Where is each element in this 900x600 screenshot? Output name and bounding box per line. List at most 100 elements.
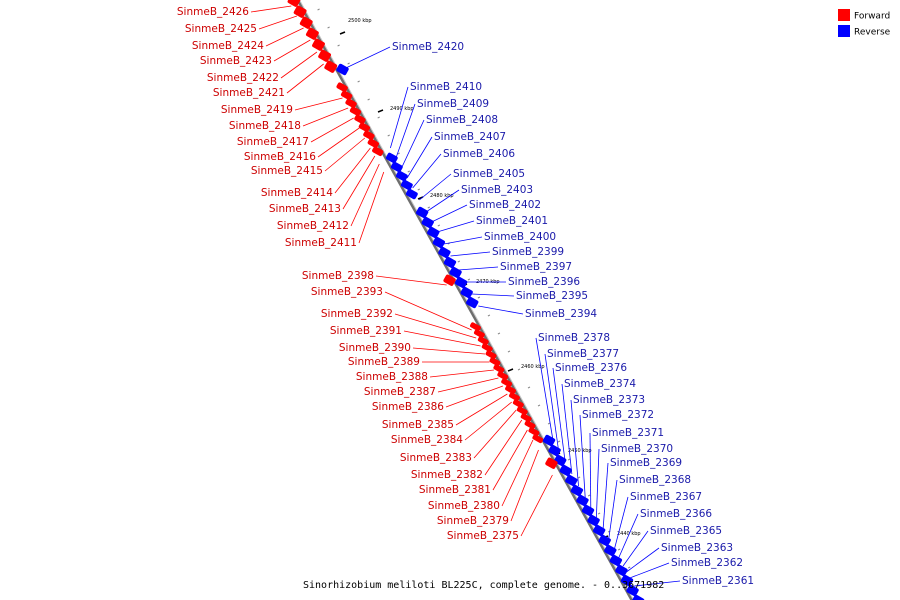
leader-line bbox=[570, 399, 579, 487]
reverse-gene-label: SinmeB_2361 bbox=[682, 575, 754, 587]
leader-line bbox=[520, 474, 553, 537]
reverse-gene-feature bbox=[631, 594, 645, 600]
minor-tick bbox=[527, 386, 531, 389]
leader-line bbox=[437, 220, 475, 233]
reverse-gene-label: SinmeB_2369 bbox=[610, 457, 682, 469]
forward-gene-label: SinmeB_2423 bbox=[200, 55, 272, 67]
minor-tick bbox=[507, 350, 511, 353]
forward-gene-feature bbox=[489, 357, 501, 367]
forward-gene-label: SinmeB_2379 bbox=[437, 515, 509, 527]
leader-line bbox=[345, 46, 391, 69]
forward-gene-feature bbox=[293, 5, 307, 18]
reverse-gene-label: SinmeB_2399 bbox=[492, 246, 564, 258]
minor-tick bbox=[487, 314, 491, 317]
reverse-gene-label: SinmeB_2370 bbox=[601, 443, 673, 455]
reverse-gene-feature bbox=[460, 286, 473, 299]
leader-line bbox=[552, 367, 566, 463]
reverse-gene-label: SinmeB_2394 bbox=[525, 308, 597, 320]
forward-gene-feature bbox=[345, 98, 357, 109]
forward-gene-feature bbox=[318, 49, 332, 62]
leader-line bbox=[334, 147, 371, 194]
reverse-gene-label: SinmeB_2372 bbox=[582, 409, 654, 421]
reverse-gene-feature bbox=[415, 206, 429, 219]
forward-gene-feature bbox=[505, 385, 516, 395]
minor-tick bbox=[317, 8, 320, 11]
forward-gene-label: SinmeB_2421 bbox=[213, 87, 285, 99]
forward-gene-feature bbox=[485, 350, 497, 360]
forward-gene-label: SinmeB_2422 bbox=[207, 72, 279, 84]
leader-line bbox=[419, 173, 452, 201]
reverse-gene-label: SinmeB_2373 bbox=[573, 394, 645, 406]
reverse-gene-feature bbox=[466, 296, 479, 309]
reverse-gene-label: SinmeB_2397 bbox=[500, 261, 572, 273]
minor-tick bbox=[407, 170, 410, 173]
leader-line bbox=[375, 275, 447, 286]
forward-gene-label: SinmeB_2383 bbox=[400, 452, 472, 464]
minor-tick bbox=[467, 278, 471, 281]
reverse-gene-feature bbox=[604, 544, 617, 557]
leader-line bbox=[535, 337, 554, 441]
reverse-gene-label: SinmeB_2362 bbox=[671, 557, 743, 569]
forward-gene-label: SinmeB_2389 bbox=[348, 356, 420, 368]
reverse-gene-feature bbox=[405, 188, 418, 200]
forward-gene-label: SinmeB_2419 bbox=[221, 104, 293, 116]
leader-line bbox=[484, 419, 523, 476]
reverse-gene-label: SinmeB_2410 bbox=[410, 81, 482, 93]
reverse-gene-feature bbox=[626, 584, 639, 597]
minor-tick bbox=[517, 368, 521, 371]
reverse-gene-feature bbox=[390, 161, 403, 173]
forward-gene-label: SinmeB_2385 bbox=[382, 419, 454, 431]
minor-tick bbox=[497, 332, 501, 335]
leader-line bbox=[324, 137, 366, 172]
forward-gene-feature bbox=[367, 138, 379, 149]
minor-tick bbox=[347, 62, 350, 65]
forward-gene-feature bbox=[287, 0, 301, 7]
forward-gene-feature bbox=[481, 343, 493, 353]
forward-gene-feature bbox=[545, 457, 558, 469]
tick-label: 2500 kbp bbox=[348, 18, 372, 24]
legend-forward-label: Forward bbox=[854, 12, 890, 22]
forward-gene-label: SinmeB_2412 bbox=[277, 220, 349, 232]
forward-gene-label: SinmeB_2391 bbox=[330, 325, 402, 337]
reverse-gene-feature bbox=[615, 564, 628, 577]
reverse-gene-label: SinmeB_2377 bbox=[547, 348, 619, 360]
reverse-gene-feature bbox=[385, 152, 398, 164]
forward-gene-label: SinmeB_2375 bbox=[447, 530, 519, 542]
minor-tick bbox=[337, 44, 340, 47]
reverse-gene-label: SinmeB_2371 bbox=[592, 427, 664, 439]
forward-gene-label: SinmeB_2411 bbox=[285, 237, 357, 249]
leader-line bbox=[478, 305, 524, 315]
reverse-gene-label: SinmeB_2420 bbox=[392, 41, 464, 53]
reverse-gene-feature bbox=[598, 534, 611, 547]
minor-tick bbox=[377, 116, 380, 119]
reverse-gene-feature bbox=[548, 444, 561, 457]
leader-line bbox=[350, 163, 380, 227]
forward-gene-feature bbox=[532, 434, 544, 444]
minor-tick bbox=[427, 206, 431, 209]
forward-gene-feature bbox=[470, 322, 481, 332]
legend-reverse-swatch bbox=[838, 25, 850, 37]
leader-line bbox=[429, 369, 495, 378]
leader-line bbox=[342, 155, 376, 210]
forward-gene-label: SinmeB_2424 bbox=[192, 40, 264, 52]
reverse-gene-label: SinmeB_2403 bbox=[461, 184, 533, 196]
reverse-gene-feature bbox=[336, 63, 349, 76]
forward-gene-feature bbox=[349, 106, 362, 117]
reverse-gene-feature bbox=[400, 179, 413, 191]
leader-line bbox=[401, 119, 425, 169]
forward-gene-feature bbox=[340, 90, 353, 101]
leader-line bbox=[510, 449, 539, 522]
legend-forward-swatch bbox=[838, 9, 850, 21]
leader-line bbox=[595, 448, 600, 519]
leader-line bbox=[471, 293, 515, 297]
minor-tick bbox=[577, 476, 581, 479]
minor-tick bbox=[627, 566, 631, 569]
reverse-gene-label: SinmeB_2374 bbox=[564, 378, 636, 390]
forward-gene-feature bbox=[299, 16, 313, 29]
leader-line bbox=[443, 236, 483, 245]
gene-features bbox=[287, 0, 645, 600]
reverse-gene-label: SinmeB_2368 bbox=[619, 474, 691, 486]
forward-gene-label: SinmeB_2390 bbox=[339, 342, 411, 354]
leader-line bbox=[450, 251, 491, 257]
forward-gene-feature bbox=[312, 38, 325, 51]
